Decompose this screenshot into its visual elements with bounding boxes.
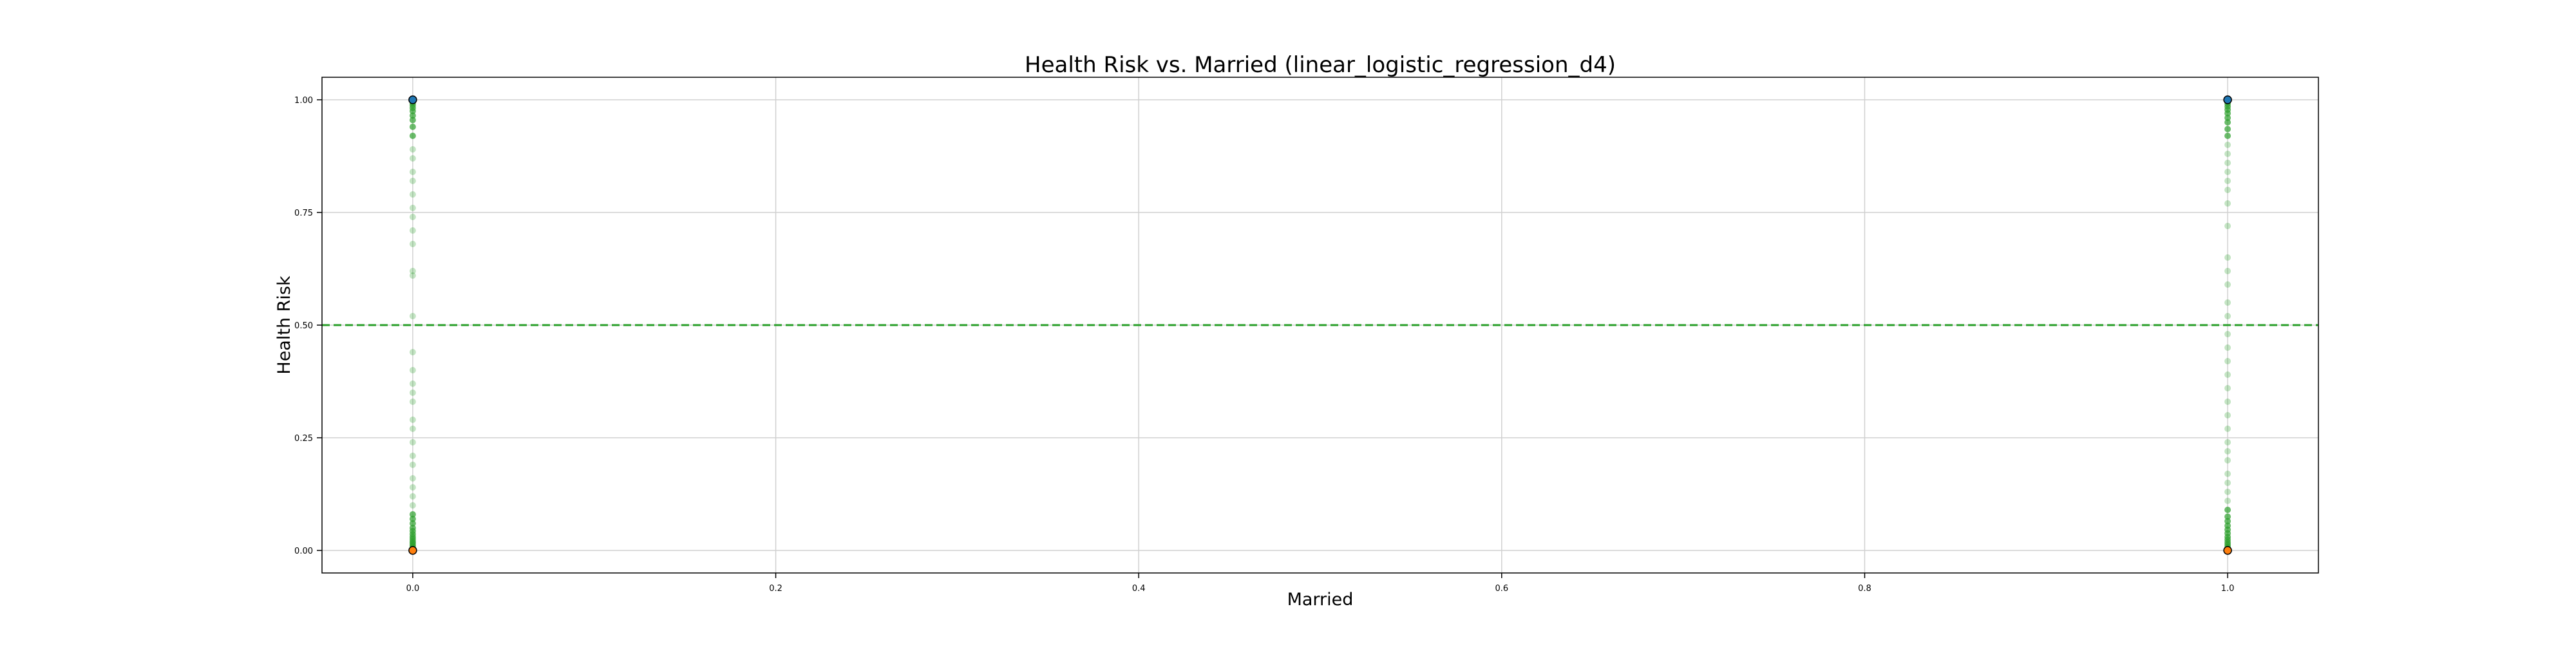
prediction-point	[2224, 119, 2231, 126]
prediction-point	[2224, 160, 2231, 166]
prediction-point	[409, 453, 416, 459]
prediction-points	[409, 97, 2231, 554]
prediction-point	[409, 268, 416, 274]
prediction-point	[409, 493, 416, 500]
prediction-point	[409, 426, 416, 432]
prediction-point	[409, 417, 416, 423]
prediction-point	[409, 169, 416, 175]
actual-point-low	[408, 546, 417, 555]
prediction-point	[409, 241, 416, 247]
actual-point-high	[408, 95, 417, 104]
prediction-point	[409, 511, 416, 518]
x-tick-label: 0.2	[769, 584, 782, 594]
x-tick-label: 0.6	[1495, 584, 1508, 594]
prediction-point	[2224, 299, 2231, 306]
prediction-point	[2224, 169, 2231, 175]
chart-title: Health Risk vs. Married (linear_logistic…	[1025, 52, 1616, 78]
prediction-point	[409, 389, 416, 396]
prediction-point	[2224, 385, 2231, 391]
prediction-point	[2224, 507, 2231, 513]
prediction-point	[409, 178, 416, 184]
y-tick-label: 0.50	[294, 321, 313, 331]
prediction-point	[2224, 371, 2231, 378]
prediction-point	[409, 462, 416, 468]
prediction-point	[2224, 498, 2231, 504]
prediction-point	[2224, 439, 2231, 445]
prediction-point	[409, 214, 416, 220]
x-axis-label: Married	[1287, 590, 1354, 610]
prediction-point	[2224, 358, 2231, 364]
y-tick-label: 0.75	[294, 209, 313, 218]
prediction-point	[2224, 126, 2231, 133]
prediction-point	[2224, 489, 2231, 495]
prediction-point	[409, 502, 416, 509]
x-tick-label: 0.4	[1132, 584, 1146, 594]
prediction-point	[2224, 399, 2231, 405]
prediction-point	[2224, 426, 2231, 432]
prediction-point	[409, 516, 416, 522]
prediction-point	[2224, 200, 2231, 207]
prediction-point	[2224, 133, 2231, 139]
prediction-point	[409, 525, 416, 531]
prediction-point	[409, 133, 416, 139]
prediction-point	[2224, 344, 2231, 351]
prediction-point	[409, 313, 416, 319]
prediction-point	[2224, 178, 2231, 184]
prediction-point	[409, 272, 416, 279]
prediction-point	[409, 205, 416, 211]
prediction-point	[2224, 313, 2231, 319]
prediction-point	[2224, 281, 2231, 288]
prediction-point	[409, 439, 416, 445]
prediction-point	[409, 399, 416, 405]
actual-points	[408, 95, 2232, 555]
x-tick-label: 0.0	[406, 584, 420, 594]
y-tick-label: 0.25	[294, 434, 313, 444]
prediction-point	[409, 124, 416, 130]
prediction-point	[2224, 223, 2231, 229]
prediction-point	[2224, 471, 2231, 477]
prediction-point	[2224, 518, 2231, 525]
prediction-point	[409, 349, 416, 355]
prediction-point	[2224, 115, 2231, 121]
prediction-point	[409, 227, 416, 234]
prediction-point	[2224, 522, 2231, 529]
prediction-point	[2224, 142, 2231, 148]
prediction-point	[409, 146, 416, 153]
prediction-point	[409, 117, 416, 124]
prediction-point	[2224, 187, 2231, 193]
prediction-point	[409, 112, 416, 119]
x-axis-ticks: 0.0 0.2 0.4 0.6 0.8 1.0	[406, 573, 2235, 594]
prediction-point	[409, 367, 416, 373]
y-tick-label: 1.00	[294, 96, 313, 106]
prediction-point	[409, 380, 416, 387]
actual-point-high	[2223, 95, 2232, 104]
prediction-point	[409, 155, 416, 162]
prediction-point	[2224, 480, 2231, 486]
prediction-point	[409, 484, 416, 491]
prediction-point	[409, 520, 416, 527]
prediction-point	[2224, 513, 2231, 520]
y-tick-label: 0.00	[294, 547, 313, 556]
actual-point-low	[2223, 546, 2232, 555]
prediction-point	[2224, 254, 2231, 261]
prediction-point	[2224, 448, 2231, 455]
prediction-point	[2224, 151, 2231, 157]
prediction-point	[2224, 412, 2231, 418]
y-axis-ticks: 0.00 0.25 0.50 0.75 1.00	[294, 96, 322, 556]
prediction-point	[2224, 268, 2231, 274]
y-axis-label: Health Risk	[274, 276, 294, 375]
prediction-point	[2224, 331, 2231, 337]
x-tick-label: 0.8	[1858, 584, 1871, 594]
prediction-point	[2224, 457, 2231, 464]
prediction-point	[409, 191, 416, 198]
prediction-point	[409, 475, 416, 482]
x-tick-label: 1.0	[2221, 584, 2235, 594]
